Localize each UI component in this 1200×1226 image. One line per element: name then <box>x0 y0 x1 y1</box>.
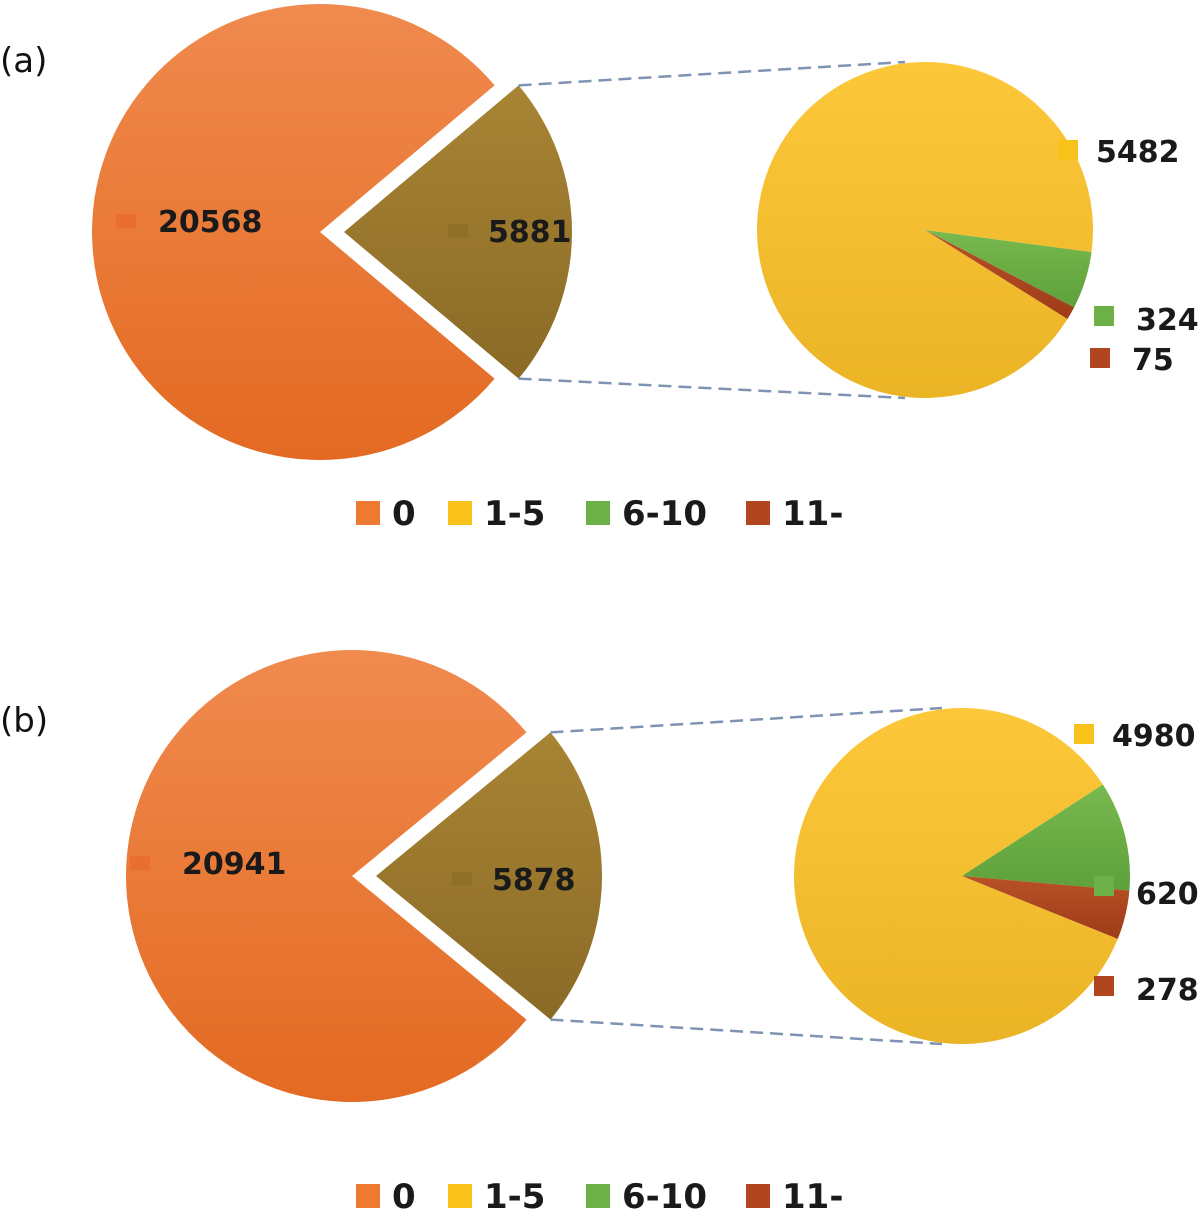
legend: 0 1-5 6-10 11- <box>356 1177 843 1217</box>
value-label-marker <box>1090 348 1110 368</box>
legend-swatch <box>746 1184 770 1208</box>
detail-value-label: 4980 <box>1112 719 1196 754</box>
pie-slice-grouped <box>376 732 602 1020</box>
detail-slice-6-10 <box>962 784 1131 891</box>
detail-value-label: 324 <box>1136 303 1199 338</box>
legend-swatch <box>448 501 472 525</box>
legend-entry: 6-10 <box>622 494 707 534</box>
legend-entry: 1-5 <box>484 1177 545 1217</box>
connector-line-top <box>550 706 943 734</box>
legend-entry: 11- <box>782 1177 843 1217</box>
connector-line-bottom <box>550 1018 943 1046</box>
legend-swatch <box>586 501 610 525</box>
legend-entry: 11- <box>782 494 843 534</box>
detail-slice-1-5 <box>794 707 1118 1044</box>
legend: 0 1-5 6-10 11- <box>356 494 843 534</box>
value-label-marker <box>130 856 150 870</box>
legend-swatch <box>356 1184 380 1208</box>
legend-swatch <box>448 1184 472 1208</box>
connector-line-bottom <box>518 377 906 400</box>
main-value-label: 5881 <box>488 215 572 250</box>
pie-slice-0 <box>126 650 527 1102</box>
value-label-marker <box>1074 724 1094 744</box>
detail-value-label: 75 <box>1132 343 1174 378</box>
value-label-marker <box>452 872 472 886</box>
legend-swatch <box>356 501 380 525</box>
legend-entry: 1-5 <box>484 494 545 534</box>
detail-value-label: 5482 <box>1096 135 1180 170</box>
detail-value-label: 278 <box>1136 973 1199 1008</box>
detail-value-label: 620 <box>1136 877 1199 912</box>
legend-entry: 0 <box>392 494 416 534</box>
main-value-label: 20568 <box>158 205 262 240</box>
value-label-marker <box>1094 976 1114 996</box>
main-value-label: 5878 <box>492 863 576 898</box>
pie-slice-0 <box>91 3 495 460</box>
legend-swatch <box>586 1184 610 1208</box>
legend-swatch <box>746 501 770 525</box>
main-value-label: 20941 <box>182 847 286 882</box>
chart-panel-a: (a) 20568 5881 5482 324 75 0 1-5 6-10 11- <box>0 3 1199 534</box>
panel-label: (a) <box>0 41 47 81</box>
detail-slice-11- <box>962 876 1130 939</box>
value-label-marker <box>1094 876 1114 896</box>
detail-slice-6-10 <box>925 230 1092 308</box>
legend-entry: 0 <box>392 1177 416 1217</box>
detail-slice-11- <box>925 230 1075 320</box>
legend-entry: 6-10 <box>622 1177 707 1217</box>
value-label-marker <box>448 224 468 238</box>
panel-label: (b) <box>0 701 48 741</box>
value-label-marker <box>116 214 136 228</box>
value-label-marker <box>1094 306 1114 326</box>
value-label-marker <box>1058 140 1078 160</box>
connector-line-top <box>518 60 906 87</box>
chart-panel-b: (b) 20941 5878 4980 620 278 0 1-5 6-10 11- <box>0 650 1199 1217</box>
